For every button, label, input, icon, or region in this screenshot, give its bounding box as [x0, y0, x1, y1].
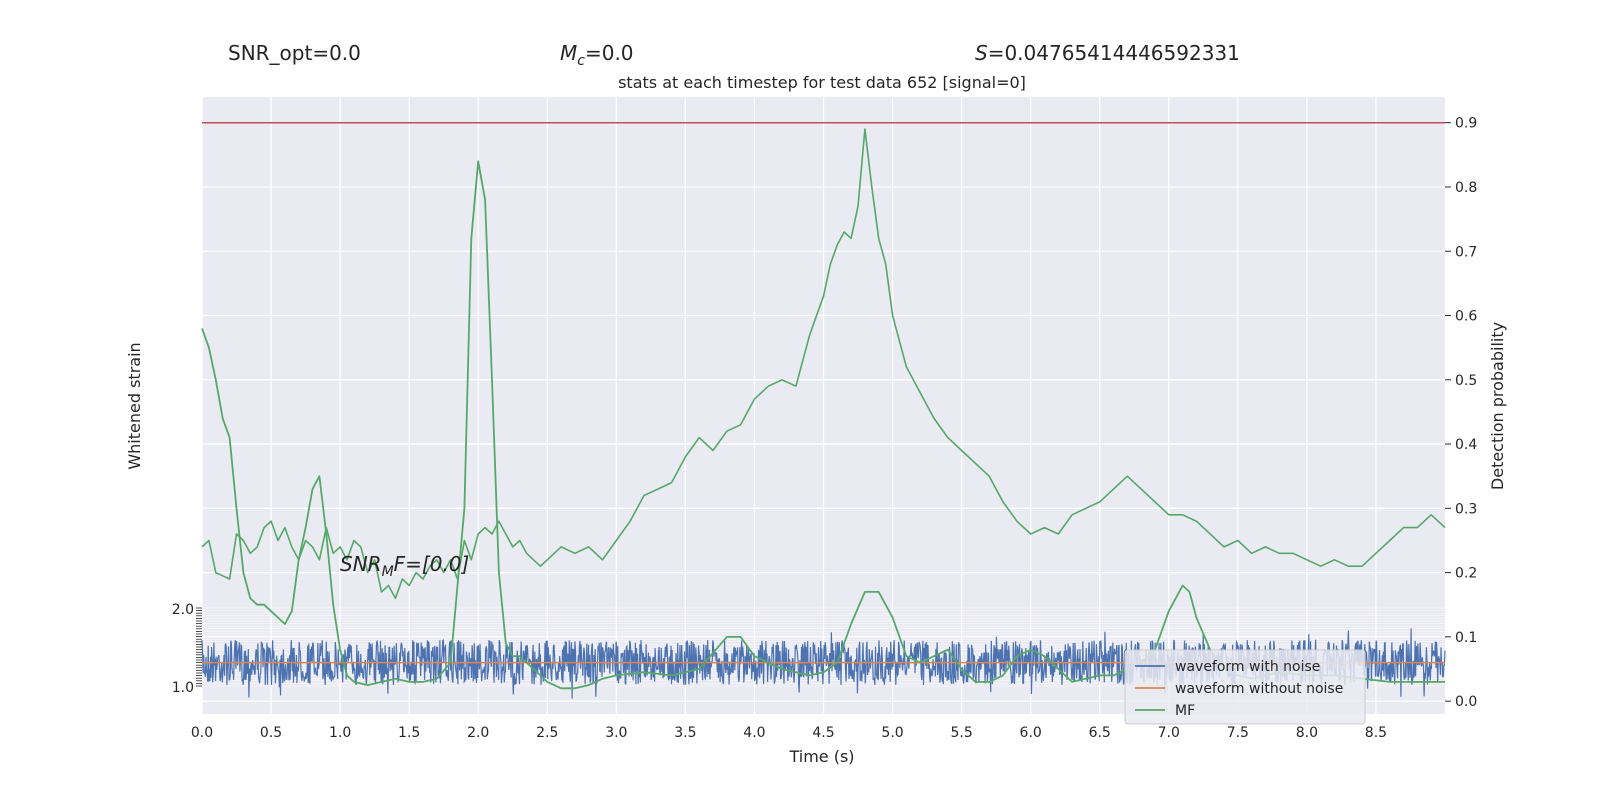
left-tick-label: 2.0	[172, 602, 194, 618]
x-axis-ticks: 0.0 0.5 1.0 1.5 2.0 2.5 3.0 3.5 4.0 4.5 5.0 5.5 6.0 6…	[191, 725, 1387, 741]
x-tick-label: 4.0	[743, 725, 765, 741]
x-tick-label: 3.0	[605, 725, 627, 741]
legend-label: waveform with noise	[1175, 659, 1320, 675]
legend-box	[1124, 649, 1366, 725]
left-axis-label: Whitened strain	[125, 342, 144, 469]
chart-title: stats at each timestep for test data 652…	[618, 73, 1026, 92]
y-tick-label: 0.3	[1455, 501, 1477, 517]
y-tick-label: 0.0	[1455, 694, 1477, 710]
snr-mf-prefix: SNR	[340, 552, 382, 576]
y-tick-label: 0.1	[1455, 630, 1477, 646]
y-tick-label: 0.7	[1455, 244, 1477, 260]
y-tick-label: 0.6	[1455, 309, 1477, 325]
x-tick-label: 8.5	[1365, 725, 1387, 741]
x-tick-label: 1.5	[398, 725, 420, 741]
legend: waveform with noise waveform without nois…	[1124, 649, 1366, 725]
right-axis-ticks: 0.0 0.1 0.2 0.3 0.4 0.5 0.6 0.7 0.8 0.9	[1445, 116, 1477, 710]
snr-mf-rest: F=[0.0]	[394, 552, 470, 576]
x-tick-label: 0.0	[191, 725, 213, 741]
x-tick-label: 7.0	[1158, 725, 1180, 741]
x-tick-label: 3.5	[674, 725, 696, 741]
chirp-mass-symbol: M	[560, 41, 577, 65]
x-tick-label: 2.0	[467, 725, 489, 741]
s-stat-symbol: S	[975, 41, 988, 65]
x-tick-label: 8.0	[1296, 725, 1318, 741]
x-tick-label: 4.5	[812, 725, 834, 741]
legend-label: waveform without noise	[1175, 681, 1343, 697]
snr-opt-label: SNR_opt=0.0	[228, 41, 361, 65]
x-tick-label: 2.5	[536, 725, 558, 741]
y-tick-label: 0.8	[1455, 180, 1477, 196]
series-detection-probability	[201, 128, 1446, 600]
legend-items: waveform with noise waveform without nois…	[1135, 659, 1343, 719]
chirp-mass-value: =0.0	[585, 41, 634, 65]
x-tick-label: 5.5	[950, 725, 972, 741]
chirp-mass-label: Mc=0.0	[560, 41, 634, 69]
left-axis-ticks: 2.0 1.0	[172, 602, 202, 696]
chirp-mass-subscript: c	[577, 53, 585, 69]
y-tick-label: 0.9	[1455, 116, 1477, 132]
s-stat-value: =0.04765414446592331	[988, 41, 1240, 65]
x-tick-label: 6.5	[1089, 725, 1111, 741]
waveform-with-noise-line	[201, 628, 1446, 699]
y-tick-label: 0.4	[1455, 437, 1477, 453]
x-tick-label: 0.5	[260, 725, 282, 741]
right-axis-label: Detection probability	[1488, 322, 1507, 490]
detection-probability-line	[201, 128, 1446, 600]
snr-mf-annotation: SNRMF=[0.0]	[340, 552, 469, 580]
snr-mf-subscript: M	[382, 564, 394, 580]
y-tick-label: 0.2	[1455, 566, 1477, 582]
left-tick-label: 1.0	[172, 680, 194, 696]
x-axis-label: Time (s)	[788, 747, 854, 766]
y-tick-label: 0.5	[1455, 373, 1477, 389]
series-waveform-with-noise	[201, 628, 1446, 699]
x-tick-label: 5.0	[881, 725, 903, 741]
s-stat-label: S=0.04765414446592331	[975, 41, 1240, 65]
legend-label: MF	[1175, 703, 1195, 719]
x-tick-label: 1.0	[329, 725, 351, 741]
x-tick-label: 7.5	[1227, 725, 1249, 741]
x-tick-label: 6.0	[1020, 725, 1042, 741]
